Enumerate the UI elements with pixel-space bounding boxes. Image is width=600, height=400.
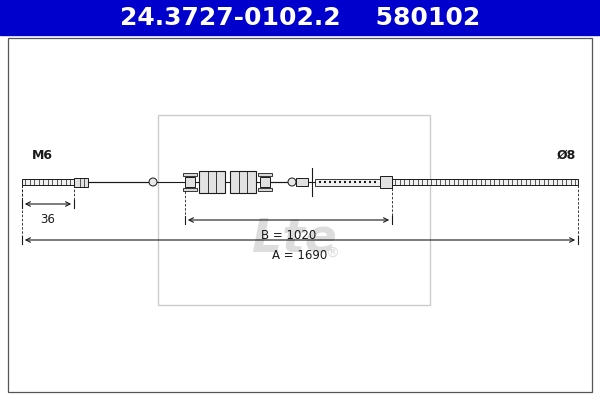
Text: B = 1020: B = 1020 — [261, 229, 316, 242]
Text: Ø8: Ø8 — [557, 149, 576, 162]
Bar — [230, 171, 256, 193]
Bar — [199, 171, 225, 193]
Bar — [296, 178, 308, 186]
Bar — [0, 0, 600, 35]
Bar — [8, 38, 592, 392]
Text: A = 1690: A = 1690 — [272, 249, 328, 262]
Bar — [392, 179, 578, 185]
Text: M6: M6 — [32, 149, 53, 162]
Bar — [22, 179, 74, 185]
Text: 36: 36 — [41, 213, 55, 226]
Bar — [183, 188, 197, 191]
Circle shape — [288, 178, 296, 186]
Bar — [158, 115, 430, 305]
Circle shape — [149, 178, 157, 186]
Text: Lte: Lte — [251, 216, 337, 261]
Bar — [258, 173, 272, 176]
Bar — [74, 178, 88, 186]
Bar — [258, 188, 272, 191]
Bar — [185, 177, 195, 187]
Bar — [183, 173, 197, 176]
Bar — [380, 176, 392, 188]
Bar — [315, 178, 380, 186]
Text: ®: ® — [325, 247, 339, 261]
Bar — [260, 177, 270, 187]
Text: 24.3727-0102.2    580102: 24.3727-0102.2 580102 — [120, 6, 480, 30]
